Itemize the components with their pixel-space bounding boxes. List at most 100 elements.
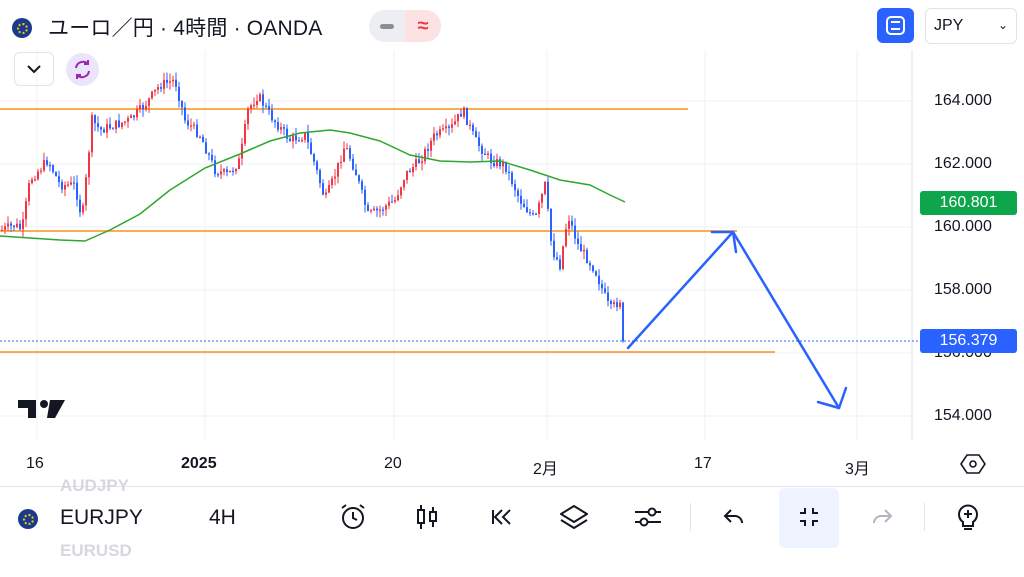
wave-icon[interactable]: ≈ xyxy=(405,10,441,42)
candles-icon[interactable] xyxy=(405,495,449,539)
alarm-clock-icon[interactable] xyxy=(331,495,375,539)
sliders-icon[interactable] xyxy=(626,495,670,539)
candle-body xyxy=(586,249,588,264)
settings-hexagon-icon[interactable] xyxy=(960,452,986,481)
candle-body xyxy=(292,135,294,142)
candle-body xyxy=(271,109,273,121)
candle-body xyxy=(562,246,564,270)
toolbar-divider xyxy=(690,503,691,531)
candle-body xyxy=(451,124,453,128)
candle-body xyxy=(502,161,504,167)
candle-body xyxy=(37,171,39,180)
collapse-dropdown-button[interactable] xyxy=(14,52,54,86)
candle-body xyxy=(328,185,330,193)
candle-body xyxy=(367,204,369,211)
screen-toggle-button[interactable] xyxy=(877,8,914,43)
candle-body xyxy=(532,213,534,215)
candle-body xyxy=(547,181,549,209)
candle-body xyxy=(160,87,162,89)
time-label: 2月 xyxy=(533,461,558,478)
time-label: 16 xyxy=(26,455,44,472)
candle-body xyxy=(280,127,282,130)
price-label: 160.000 xyxy=(934,218,992,235)
candle-body xyxy=(298,140,300,142)
symbol-button[interactable]: EURJPY xyxy=(60,506,143,529)
symbol-list-next[interactable]: EURUSD xyxy=(60,541,132,560)
candle-body xyxy=(436,133,438,136)
undo-icon[interactable] xyxy=(712,495,756,539)
candle-body xyxy=(67,184,69,186)
eur-flag-icon xyxy=(12,18,32,38)
screen-frame-icon xyxy=(886,16,905,35)
candle-body xyxy=(442,128,444,130)
candle-body xyxy=(475,131,477,138)
minus-icon[interactable] xyxy=(369,10,405,42)
tradingview-logo xyxy=(18,400,65,418)
candle-body xyxy=(541,193,543,203)
time-label: 17 xyxy=(694,455,712,472)
candle-body xyxy=(247,108,249,125)
collapse-icon[interactable] xyxy=(787,495,831,539)
candle-body xyxy=(34,179,36,181)
candle-body xyxy=(52,165,54,172)
time-label: 3月 xyxy=(845,461,870,478)
candle-body xyxy=(163,79,165,89)
candle-body xyxy=(190,125,192,127)
candle-body xyxy=(370,210,372,212)
redo-icon[interactable] xyxy=(860,495,904,539)
candle-body xyxy=(361,181,363,190)
candle-body xyxy=(325,192,327,195)
lightbulb-icon[interactable] xyxy=(946,495,990,539)
candle-body xyxy=(460,114,462,117)
candle-body xyxy=(205,142,207,154)
candle-body xyxy=(91,115,93,153)
support-resistance-lines[interactable] xyxy=(0,108,775,353)
candle-body xyxy=(73,182,75,184)
active-tool-highlight xyxy=(779,488,839,548)
chart-mode-toggle[interactable]: ≈ xyxy=(369,10,441,42)
candle-body xyxy=(595,271,597,276)
candle-body xyxy=(589,263,591,266)
candle-body xyxy=(307,132,309,143)
candle-body xyxy=(313,154,315,162)
interval-button[interactable]: 4H xyxy=(209,506,236,529)
candle-body xyxy=(133,115,135,118)
current-price-tag: 156.379 xyxy=(920,329,1017,353)
currency-select[interactable]: JPY ⌄ xyxy=(925,8,1017,44)
candle-body xyxy=(202,136,204,143)
currency-select-value: JPY xyxy=(934,17,964,34)
refresh-button[interactable] xyxy=(66,53,99,86)
candle-body xyxy=(523,203,525,208)
candle-body xyxy=(319,170,321,184)
candle-body xyxy=(439,129,441,136)
candle-body xyxy=(112,128,114,130)
candle-body xyxy=(337,162,339,177)
candle-body xyxy=(127,118,129,122)
candle-body xyxy=(82,205,84,213)
layers-icon[interactable] xyxy=(552,495,596,539)
candle-body xyxy=(355,169,357,176)
candle-body xyxy=(208,153,210,155)
chevron-down-icon xyxy=(27,65,41,74)
rewind-icon[interactable] xyxy=(478,495,522,539)
candle-body xyxy=(349,148,351,159)
price-label: 154.000 xyxy=(934,407,992,424)
candle-body xyxy=(187,120,189,126)
candle-body xyxy=(619,302,621,307)
candle-body xyxy=(175,79,177,87)
candle-body xyxy=(484,153,486,155)
projection-arrow[interactable] xyxy=(626,230,848,410)
candle-body xyxy=(604,288,606,293)
candle-body xyxy=(358,175,360,182)
candle-body xyxy=(262,94,264,106)
candle-body xyxy=(142,105,144,110)
candle-body xyxy=(181,100,183,108)
candle-body xyxy=(430,140,432,151)
chevron-down-icon: ⌄ xyxy=(997,18,1008,32)
candle-body xyxy=(424,149,426,162)
price-chart[interactable] xyxy=(0,0,1024,486)
symbol-title[interactable]: ユーロ／円 · 4時間 · OANDA xyxy=(48,17,323,40)
candle-body xyxy=(4,226,6,230)
symbol-list-prev[interactable]: AUDJPY xyxy=(60,476,129,495)
candle-body xyxy=(508,171,510,173)
